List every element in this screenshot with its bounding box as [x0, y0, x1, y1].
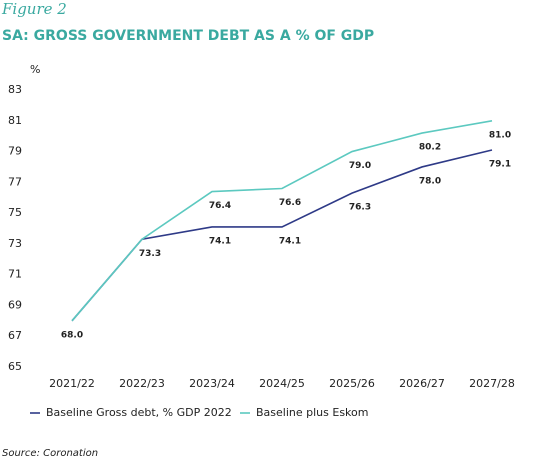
value-label: 74.1 [209, 236, 231, 246]
series-line [71, 119, 493, 322]
y-tick-label: 81 [8, 114, 22, 127]
value-label: 81.0 [489, 130, 511, 140]
value-label: 76.6 [279, 198, 301, 208]
value-label: 79.1 [489, 160, 511, 170]
y-unit: % [30, 63, 40, 76]
value-label: 76.3 [349, 203, 371, 213]
source: Source: Coronation [2, 448, 98, 459]
y-tick-label: 77 [8, 175, 22, 188]
value-label: 78.0 [419, 176, 441, 186]
x-tick-label: 2026/27 [399, 377, 445, 390]
y-tick-label: 71 [8, 268, 22, 281]
value-label: 68.0 [61, 330, 83, 340]
x-tick-label: 2027/28 [469, 377, 515, 390]
y-tick-label: 65 [8, 360, 22, 373]
x-tick-label: 2023/24 [189, 377, 235, 390]
y-tick-label: 73 [8, 237, 22, 250]
y-tick-label: 69 [8, 298, 22, 311]
y-tick-label: 67 [8, 329, 22, 342]
value-label: 79.0 [349, 161, 371, 171]
y-tick-label: 79 [8, 145, 22, 158]
x-tick-label: 2021/22 [49, 377, 95, 390]
x-tick-label: 2024/25 [259, 377, 305, 390]
legend-label: Baseline plus Eskom [256, 406, 368, 419]
legend-label: Baseline Gross debt, % GDP 2022 [46, 406, 232, 419]
value-label: 73.3 [139, 249, 161, 259]
y-tick-label: 83 [8, 83, 22, 96]
value-label: 76.4 [209, 201, 231, 211]
value-label: 80.2 [419, 143, 441, 153]
figure-label: Figure 2 [1, 0, 67, 18]
chart-title: SA: GROSS GOVERNMENT DEBT AS A % OF GDP [2, 28, 374, 44]
y-tick-label: 75 [8, 206, 22, 219]
value-label: 74.1 [279, 236, 301, 246]
x-tick-label: 2025/26 [329, 377, 375, 390]
x-tick-label: 2022/23 [119, 377, 165, 390]
